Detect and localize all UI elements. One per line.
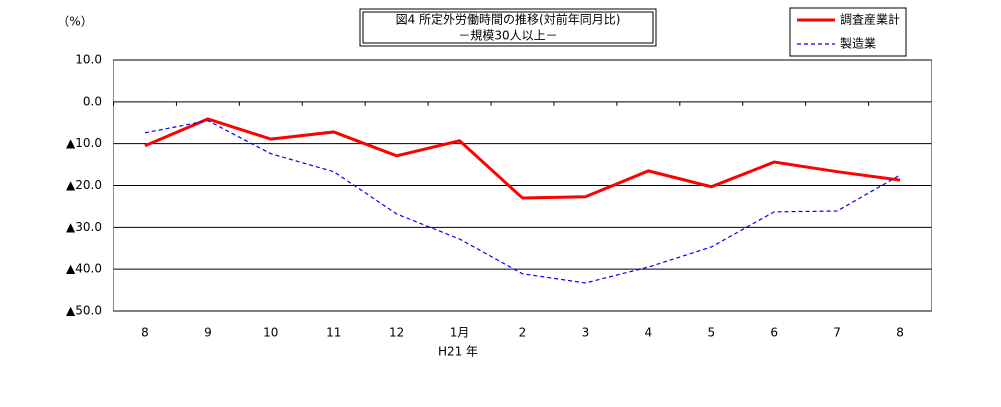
x-tick-label: 1月 <box>450 326 470 340</box>
legend-label: 調査産業計 <box>840 12 900 27</box>
chart-title: 図4 所定外労働時間の推移(対前年同月比) <box>396 12 621 27</box>
x-tick-label: 11 <box>326 326 341 340</box>
x-tick-label: 6 <box>770 326 778 340</box>
x-tick-label: 3 <box>582 326 590 340</box>
series-line <box>144 120 901 284</box>
chart-subtitle: －規模30人以上－ <box>458 28 557 43</box>
series-line <box>144 117 901 200</box>
x-tick-label: 2 <box>519 326 527 340</box>
x-tick-label: 8 <box>896 326 904 340</box>
y-tick-label: 0.0 <box>83 94 102 108</box>
y-tick-label: ▲40.0 <box>66 262 102 276</box>
y-axis-label: （%） <box>57 15 92 29</box>
legend-box <box>789 7 907 57</box>
x-tick-label: 9 <box>204 326 212 340</box>
annotation: H21 年 <box>438 345 478 359</box>
x-tick-label: 8 <box>141 326 149 340</box>
x-tick-label: 12 <box>389 326 404 340</box>
y-tick-label: ▲10.0 <box>66 136 102 150</box>
y-tick-label: ▲30.0 <box>66 220 102 234</box>
x-tick-label: 7 <box>833 326 841 340</box>
y-tick-label: ▲20.0 <box>66 178 102 192</box>
title-box-inner <box>362 11 654 44</box>
x-tick-label: 5 <box>707 326 715 340</box>
y-tick-label: ▲50.0 <box>66 304 102 318</box>
x-tick-label: 4 <box>645 326 653 340</box>
x-tick-label: 10 <box>263 326 278 340</box>
legend-label: 製造業 <box>840 37 876 51</box>
title-box <box>359 8 657 47</box>
y-tick-label: 10.0 <box>75 53 102 67</box>
